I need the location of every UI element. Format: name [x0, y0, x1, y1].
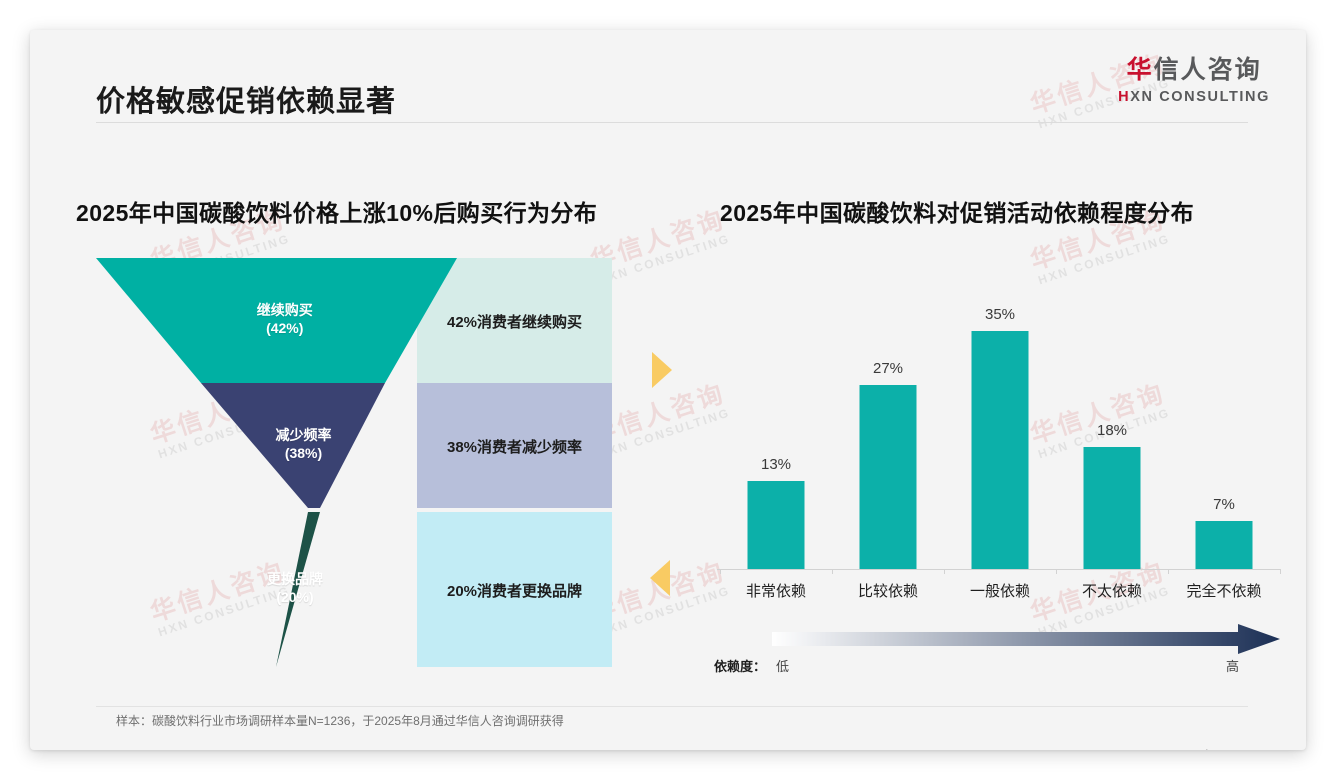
page-title: 价格敏感促销依赖显著: [96, 86, 397, 118]
x-axis-tick: [1168, 569, 1169, 574]
arrow-left-icon: [650, 560, 670, 596]
funnel-segment-1: [201, 383, 385, 508]
dependency-gradient-legend: 依赖度： 低 高: [714, 622, 1284, 684]
bar[interactable]: [747, 480, 805, 569]
category-label: 比较依赖: [857, 583, 918, 600]
funnel-panel-2: [417, 512, 612, 667]
right-chart-title: 2025年中国碳酸饮料对促销活动依赖程度分布: [720, 200, 1194, 226]
x-axis-tick: [832, 569, 833, 574]
bar-slot: 18%: [1056, 257, 1168, 569]
source-footnote: 样本：碳酸饮料行业市场调研样本量N=1236，于2025年8月通过华信人咨询调研…: [116, 714, 564, 728]
x-axis-tick: [1280, 569, 1281, 574]
bar-slot: 35%: [944, 257, 1056, 569]
bar-slot: 27%: [832, 257, 944, 569]
brand-logo-en-rest: XN CONSULTING: [1130, 89, 1270, 105]
footer-divider: [96, 706, 1248, 707]
header-divider: [96, 122, 1248, 123]
slide-footer: ©2025.10 HXR华信人咨询 www.hxrcon.com: [30, 708, 1306, 750]
brand-logo-en-accent: H: [1118, 89, 1131, 105]
bar-value-label: 35%: [984, 306, 1016, 323]
brand-logo-cn: 华信人咨询: [1118, 58, 1270, 83]
category-label: 完全不依赖: [1186, 583, 1262, 600]
funnel-segment-2: [276, 512, 320, 667]
funnel-panel-1: [417, 383, 612, 508]
funnel-segment-0: [96, 258, 457, 383]
bar-value-label: 27%: [872, 360, 904, 378]
bar-chart-plot-area: 13% 27% 35% 18% 7%: [714, 257, 1284, 574]
bar[interactable]: [1195, 521, 1253, 569]
bar[interactable]: [971, 331, 1029, 569]
slide-card: 华信人咨询 HXN CONSULTING 华信人咨询 HXN CONSULTIN…: [30, 30, 1306, 750]
x-axis-line: [717, 569, 1281, 570]
left-chart-title: 2025年中国碳酸饮料价格上涨10%后购买行为分布: [76, 200, 598, 226]
copyright-text: ©2025.10 HXR华信人咨询: [96, 748, 243, 750]
gradient-arrow-icon: [772, 624, 1280, 654]
brand-logo: 华信人咨询 HXN CONSULTING: [1118, 58, 1270, 105]
category-label: 非常依赖: [745, 583, 806, 600]
funnel-panel-text-2: 20%消费者更换品牌: [446, 582, 583, 600]
legend-title: 依赖度：: [714, 659, 767, 674]
legend-low-label: 低: [776, 659, 790, 674]
website-url: www.hxrcon.com: [1176, 748, 1270, 750]
category-label: 不太依赖: [1081, 583, 1142, 600]
category-label: 一般依赖: [969, 583, 1030, 600]
bar-value-label: 18%: [1096, 421, 1128, 439]
bar-slot: 7%: [1168, 257, 1280, 569]
funnel-panel-text-0: 42%消费者继续购买: [446, 313, 583, 331]
bar[interactable]: [859, 385, 917, 569]
bar[interactable]: [1083, 446, 1141, 569]
x-axis-tick: [944, 569, 945, 574]
brand-logo-en: HXN CONSULTING: [1118, 90, 1270, 105]
bar-value-label: 7%: [1213, 496, 1235, 514]
funnel-panel-text-1: 38%消费者减少频率: [446, 438, 583, 456]
funnel-chart: 继续购买 (42%) 减少频率 (38%) 更换品牌 (20%) 42%消费者继…: [96, 258, 636, 668]
brand-logo-cn-rest: 信人咨询: [1153, 56, 1262, 84]
arrow-right-icon: [652, 352, 672, 388]
x-axis-tick: [1056, 569, 1057, 574]
bar-value-label: 13%: [760, 455, 792, 473]
bar-slot: 13%: [720, 257, 832, 569]
funnel-svg: [96, 258, 612, 667]
legend-high-label: 高: [1226, 659, 1240, 674]
slide-header: 价格敏感促销依赖显著 华信人咨询 HXN CONSULTING: [30, 30, 1306, 123]
dependency-bar-chart: 13% 27% 35% 18% 7% 非常依赖 比较依赖 一般依赖 不太依赖 完全不依赖: [714, 258, 1284, 618]
x-axis-tick: [720, 569, 721, 574]
brand-logo-cn-accent: 华: [1126, 56, 1154, 84]
funnel-panel-0: [417, 258, 612, 383]
